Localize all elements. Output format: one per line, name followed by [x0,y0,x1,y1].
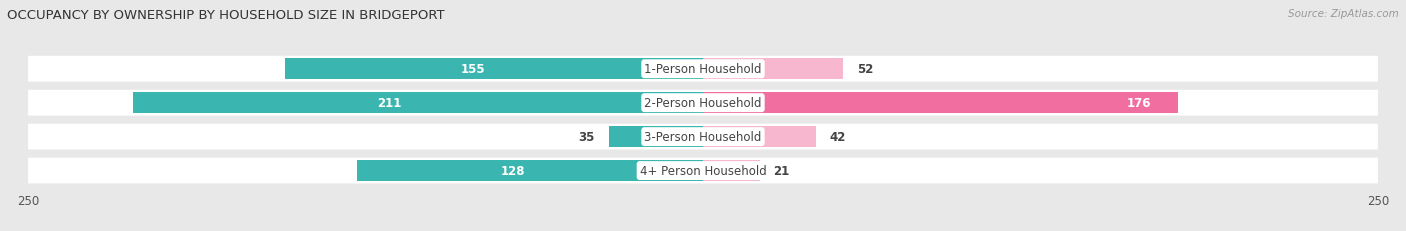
Text: 1-Person Household: 1-Person Household [644,63,762,76]
Text: 4+ Person Household: 4+ Person Household [640,164,766,177]
Bar [703,93,1178,114]
Bar [357,160,703,181]
Text: 2-Person Household: 2-Person Household [644,97,762,110]
Bar [134,93,703,114]
FancyBboxPatch shape [28,124,1378,150]
Bar [284,59,703,80]
Text: 21: 21 [773,164,789,177]
Bar [703,160,759,181]
FancyBboxPatch shape [28,57,1378,82]
Text: 35: 35 [579,131,595,143]
Text: OCCUPANCY BY OWNERSHIP BY HOUSEHOLD SIZE IN BRIDGEPORT: OCCUPANCY BY OWNERSHIP BY HOUSEHOLD SIZE… [7,9,444,22]
Text: 128: 128 [501,164,526,177]
Text: 211: 211 [378,97,402,110]
Text: 52: 52 [856,63,873,76]
FancyBboxPatch shape [28,158,1378,184]
Bar [703,59,844,80]
Text: 176: 176 [1126,97,1152,110]
FancyBboxPatch shape [28,90,1378,116]
Text: 42: 42 [830,131,846,143]
Bar [609,127,703,148]
Text: 155: 155 [461,63,485,76]
Text: 3-Person Household: 3-Person Household [644,131,762,143]
Text: Source: ZipAtlas.com: Source: ZipAtlas.com [1288,9,1399,19]
Bar [703,127,817,148]
